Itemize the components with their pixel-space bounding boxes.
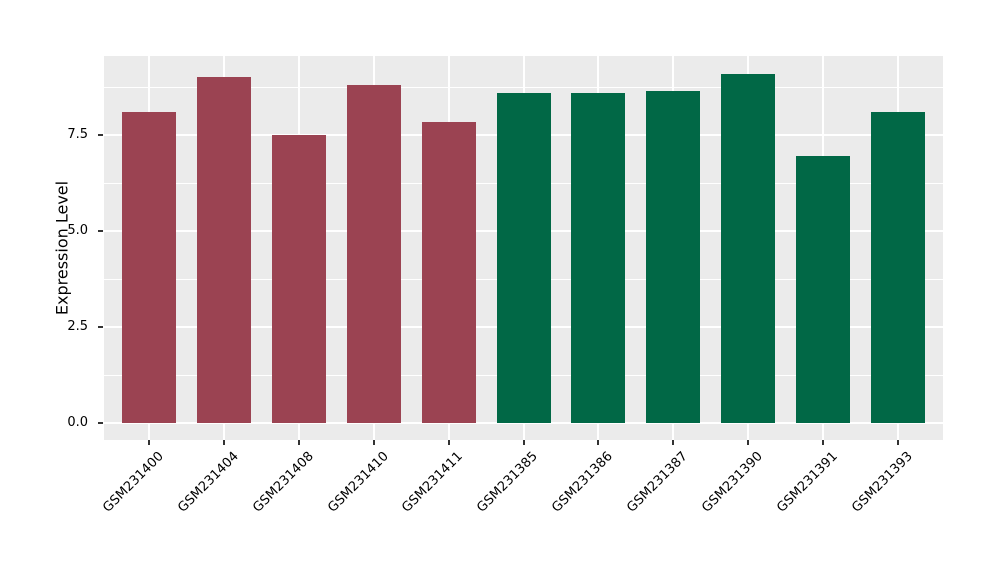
x-tick-label: GSM231408 bbox=[249, 449, 317, 516]
x-tick-mark bbox=[822, 440, 825, 445]
y-tick-mark bbox=[98, 326, 103, 328]
y-tick-mark bbox=[98, 422, 103, 424]
x-tick-label: GSM231411 bbox=[399, 449, 467, 516]
x-tick-mark bbox=[597, 440, 600, 445]
x-tick-mark bbox=[672, 440, 675, 445]
bar-GSM231408 bbox=[271, 135, 326, 423]
x-tick-label: GSM231385 bbox=[474, 449, 542, 516]
bar-GSM231390 bbox=[721, 73, 776, 423]
bar-GSM231400 bbox=[121, 111, 176, 423]
x-tick-label: GSM231393 bbox=[849, 449, 916, 516]
x-tick-mark bbox=[747, 440, 750, 445]
bar-GSM231385 bbox=[496, 92, 551, 423]
y-axis-title: Expression Level bbox=[52, 180, 72, 316]
x-tick-mark bbox=[897, 440, 900, 445]
y-tick-label: 0.0 bbox=[67, 415, 88, 430]
bar-GSM231411 bbox=[421, 121, 476, 423]
bar-GSM231387 bbox=[646, 90, 701, 423]
bar-GSM231393 bbox=[871, 111, 926, 423]
bar-GSM231410 bbox=[346, 85, 401, 423]
x-tick-mark bbox=[372, 440, 375, 445]
x-tick-mark bbox=[222, 440, 225, 445]
x-tick-mark bbox=[147, 440, 150, 445]
x-tick-label: GSM231386 bbox=[549, 449, 617, 516]
x-tick-mark bbox=[297, 440, 300, 445]
x-tick-label: GSM231390 bbox=[699, 449, 766, 516]
y-tick-label: 7.5 bbox=[67, 127, 88, 142]
x-tick-mark bbox=[447, 440, 450, 445]
x-tick-mark bbox=[522, 440, 525, 445]
x-tick-label: GSM231391 bbox=[774, 449, 841, 516]
x-tick-label: GSM231400 bbox=[99, 449, 167, 516]
x-tick-label: GSM231410 bbox=[324, 449, 392, 516]
y-tick-mark bbox=[98, 134, 103, 136]
bar-GSM231386 bbox=[571, 92, 626, 423]
y-tick-label: 5.0 bbox=[67, 223, 88, 238]
plot-panel bbox=[104, 56, 943, 440]
bar-GSM231404 bbox=[196, 77, 251, 423]
x-tick-label: GSM231387 bbox=[624, 449, 691, 516]
x-tick-label: GSM231404 bbox=[174, 449, 242, 516]
y-tick-label: 2.5 bbox=[67, 319, 88, 334]
bar-GSM231391 bbox=[796, 156, 851, 423]
y-tick-mark bbox=[98, 230, 103, 232]
